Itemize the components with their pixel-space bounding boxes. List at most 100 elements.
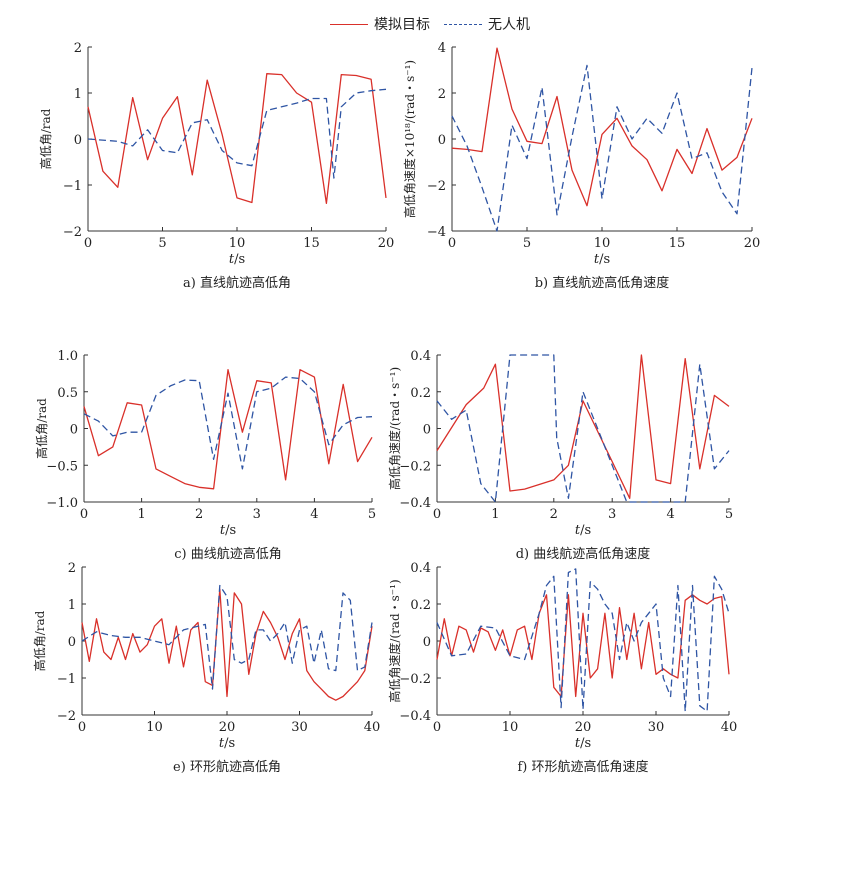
x-tick-label: 5 [158, 236, 166, 251]
legend-uav-label: 无人机 [488, 17, 530, 33]
y-tick-label: −1.0 [46, 496, 78, 511]
series-target-line [436, 354, 730, 499]
y-tick-label: 0 [74, 133, 82, 148]
legend: 模拟目标 无人机 [330, 12, 544, 36]
y-tick-label: −1 [57, 672, 76, 687]
series-target-line [83, 369, 373, 490]
series-target-line [451, 47, 753, 207]
chart-4: 0 1 2 3 4 5 −0.4 −0.2 0 0.2 0.4 t/s 高低角速度/(rad・s⁻¹) d… [387, 349, 733, 562]
x-tick-label: 10 [229, 236, 246, 251]
y-tick-label: 0.4 [410, 561, 431, 576]
x-tick-label: 2 [195, 507, 203, 522]
x-tick-label: 40 [364, 720, 381, 735]
x-tick-label: 10 [146, 720, 163, 735]
x-tick-label: 20 [219, 720, 236, 735]
series-uav-line [83, 376, 373, 470]
x-axis-label: t/s [229, 252, 245, 267]
series-uav-line [87, 88, 387, 179]
y-tick-label: 1 [68, 598, 76, 613]
y-tick-label: 2 [74, 41, 82, 56]
y-axis-label: 高低角速度×10¹⁸/(rad・s⁻¹) [402, 60, 417, 218]
x-tick-label: 40 [721, 720, 738, 735]
x-axis-label: t/s [575, 736, 591, 751]
x-axis-label: t/s [220, 523, 236, 538]
x-tick-label: 15 [303, 236, 320, 251]
x-axis-label-unit: /s [234, 252, 245, 267]
x-tick-label: 2 [550, 507, 558, 522]
y-tick-label: 1.0 [57, 349, 78, 364]
x-tick-label: 20 [378, 236, 395, 251]
series-target-line [81, 588, 373, 701]
y-axis-label: 高低角/rad [38, 108, 53, 169]
y-tick-label: 4 [438, 41, 446, 56]
y-tick-label: 1 [74, 87, 82, 102]
x-tick-label: 10 [594, 236, 611, 251]
x-tick-label: 0 [84, 236, 92, 251]
x-axis-label-var: t [575, 736, 581, 751]
series-target-line [436, 594, 730, 698]
y-tick-label: 0.2 [410, 598, 431, 613]
x-tick-label: 20 [575, 720, 592, 735]
x-tick-label: 0 [78, 720, 86, 735]
series-uav-line [451, 64, 753, 232]
y-tick-label: −0.2 [399, 459, 431, 474]
x-tick-label: 4 [666, 507, 674, 522]
y-tick-label: −0.4 [399, 496, 431, 511]
x-tick-label: 5 [368, 507, 376, 522]
x-tick-label: 15 [669, 236, 686, 251]
x-axis-label-var: t [220, 523, 226, 538]
legend-target-label: 模拟目标 [374, 17, 430, 33]
y-tick-label: 2 [68, 561, 76, 576]
x-tick-label: 1 [137, 507, 145, 522]
y-tick-label: 0 [423, 423, 431, 438]
y-tick-label: 0.2 [410, 386, 431, 401]
chart-3: 0 1 2 3 4 5 −1.0 −0.5 0 0.5 1.0 t/s 高低角/rad c) 曲线航迹高低… [34, 349, 376, 562]
chart-caption: a) 直线航迹高低角 [183, 275, 291, 291]
x-tick-label: 30 [291, 720, 308, 735]
x-tick-label: 4 [310, 507, 318, 522]
x-axis-label-var: t [575, 523, 581, 538]
chart-caption: d) 曲线航迹高低角速度 [516, 546, 651, 562]
y-tick-label: −0.5 [46, 459, 78, 474]
x-tick-label: 5 [523, 236, 531, 251]
x-axis-label: t/s [575, 523, 591, 538]
chart-6: 0 10 20 30 40 −0.4 −0.2 0 0.2 0.4 t/s 高低角速度/(rad・s⁻… [387, 561, 737, 775]
series-uav-line [436, 354, 730, 503]
x-axis-label-unit: /s [580, 736, 591, 751]
x-axis-label-unit: /s [580, 523, 591, 538]
x-tick-label: 3 [608, 507, 616, 522]
x-axis-label-var: t [219, 736, 225, 751]
series-uav-line [81, 584, 373, 690]
y-axis-label: 高低角/rad [34, 398, 49, 459]
chart-caption: c) 曲线航迹高低角 [174, 546, 282, 562]
x-axis-label: t/s [219, 736, 235, 751]
legend-target-swatch [330, 23, 368, 25]
legend-uav-swatch [444, 23, 482, 25]
chart-caption: f) 环形航迹高低角速度 [517, 759, 648, 775]
y-tick-label: −2 [427, 179, 446, 194]
y-tick-label: −0.2 [399, 672, 431, 687]
x-axis-label-unit: /s [225, 523, 236, 538]
x-axis-label-unit: /s [599, 252, 610, 267]
chart-5: 0 10 20 30 40 −2 −1 0 1 2 t/s 高低角/rad e) 环形航迹高低角 [32, 561, 380, 775]
legend-uav: 无人机 [444, 14, 530, 34]
y-axis-label: 高低角速度/(rad・s⁻¹) [387, 579, 402, 702]
y-tick-label: 0.4 [410, 349, 431, 364]
y-tick-label: 0 [68, 635, 76, 650]
x-tick-label: 3 [253, 507, 261, 522]
x-tick-label: 0 [433, 507, 441, 522]
y-axis-label: 高低角/rad [32, 610, 47, 671]
x-tick-label: 5 [725, 507, 733, 522]
x-axis-label: t/s [594, 252, 610, 267]
chart-2: 0 5 10 15 20 −4 −2 0 2 4 t/s 高低角速度×10¹⁸/(rad・s⁻¹) b)… [402, 41, 760, 291]
chart-1: 0 5 10 15 20 −2 −1 0 1 2 t/s 高低角/rad a) 直线航迹高低角 [38, 41, 394, 291]
y-tick-label: −2 [63, 225, 82, 240]
x-tick-label: 10 [502, 720, 519, 735]
x-tick-label: 0 [448, 236, 456, 251]
x-tick-label: 30 [648, 720, 665, 735]
y-tick-label: 0.5 [57, 386, 78, 401]
y-tick-label: −1 [63, 179, 82, 194]
legend-target: 模拟目标 [330, 14, 430, 34]
